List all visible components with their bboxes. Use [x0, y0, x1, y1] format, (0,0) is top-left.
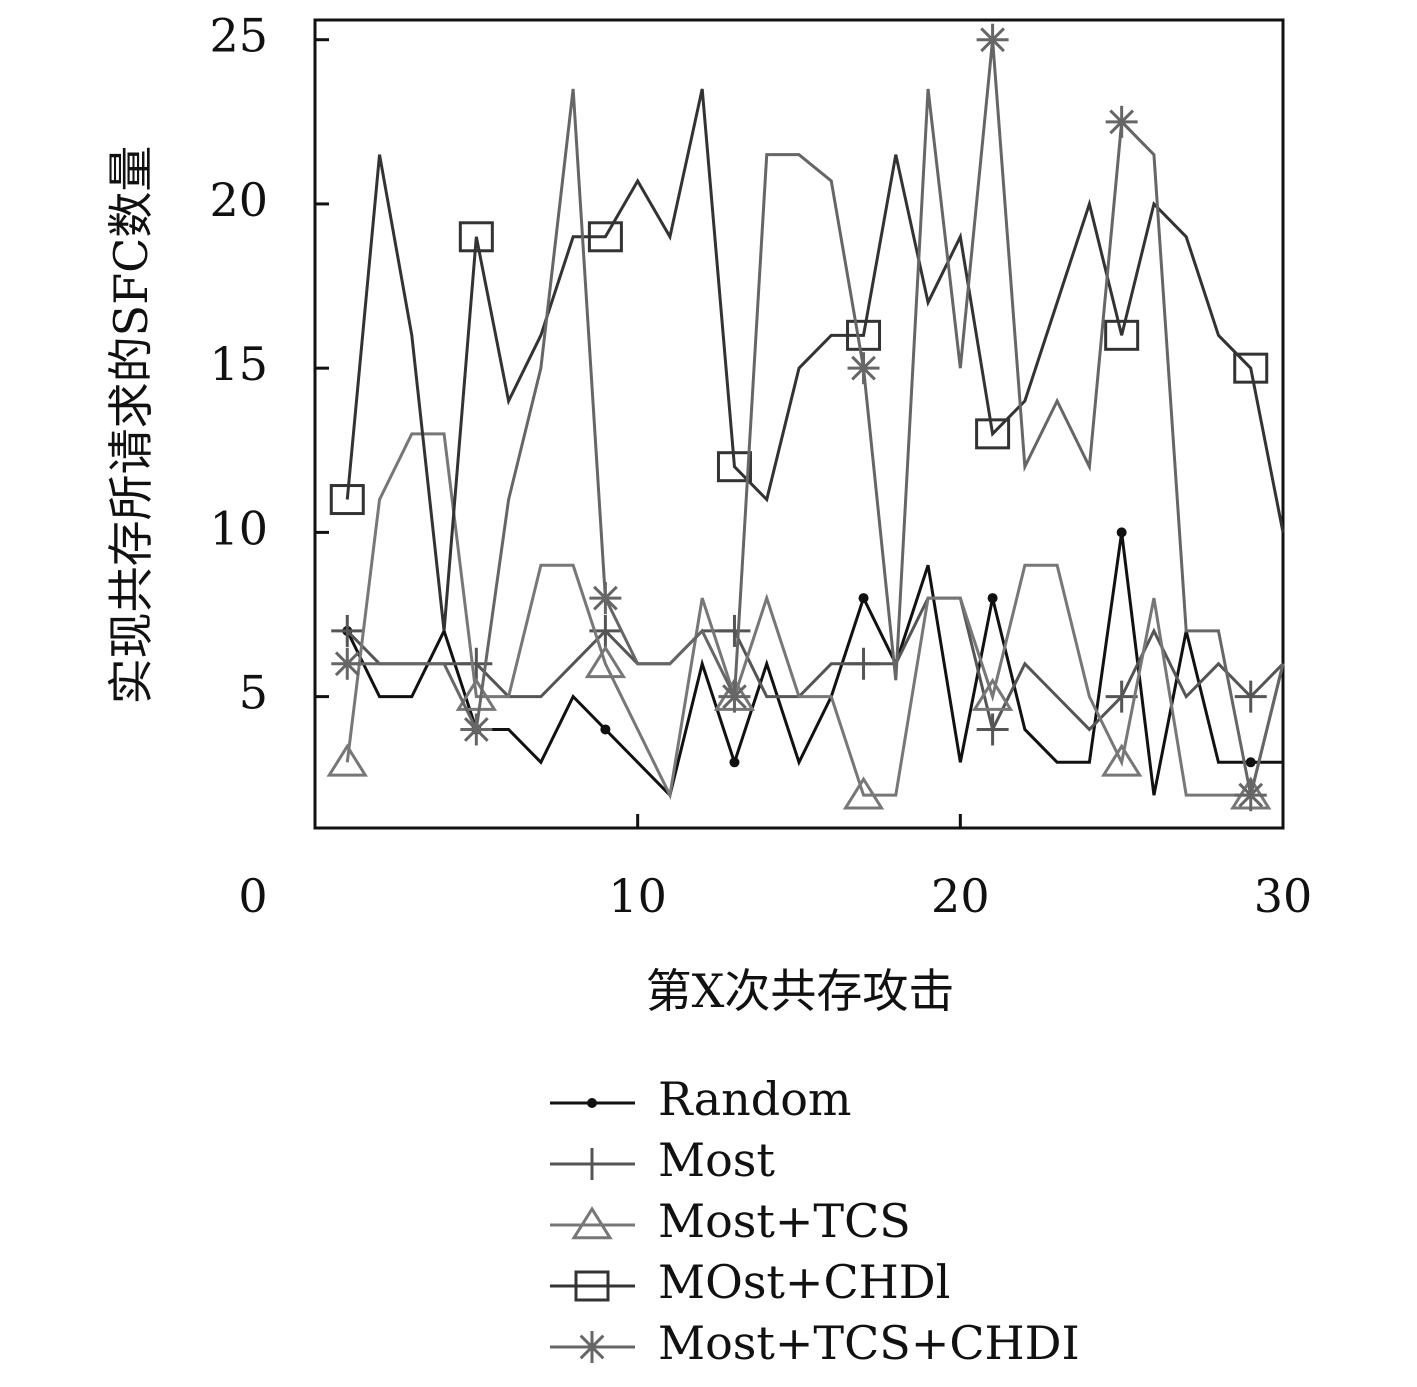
marker [847, 647, 880, 680]
series-line [345, 532, 1283, 799]
marker-part [579, 1334, 605, 1360]
marker [976, 713, 1009, 746]
plot-frame [313, 18, 1285, 830]
marker-triangle [455, 677, 498, 711]
y-tick-label: 20 [209, 173, 268, 227]
marker-triangle [584, 644, 627, 679]
legend-label: Most+TCS [658, 1194, 911, 1248]
marker [1105, 105, 1138, 138]
marker-square [587, 221, 623, 253]
marker-square [1104, 319, 1140, 351]
marker [1234, 680, 1267, 713]
marker [729, 757, 740, 768]
marker-triangle [971, 677, 1014, 711]
marker-square [716, 451, 752, 483]
y-axis-label: 实现共存所请求的SFC数量 [104, 146, 158, 705]
marker-part [722, 684, 747, 709]
legend-label: Most+TCS+CHDI [658, 1316, 1080, 1370]
legend-marker [576, 1331, 608, 1363]
x-tick-label: 30 [1254, 869, 1313, 923]
marker [976, 23, 1009, 56]
marker [455, 677, 498, 711]
legend-label: MOst+CHDl [658, 1255, 950, 1309]
marker-square [975, 418, 1011, 450]
marker-part [980, 27, 1005, 53]
marker [458, 221, 494, 253]
x-tick-label: 20 [931, 869, 990, 923]
marker [718, 614, 751, 647]
x-tick-label: 10 [608, 869, 667, 923]
marker-part [334, 651, 360, 677]
marker-square [846, 319, 882, 351]
marker-square [458, 221, 494, 253]
series-line [346, 596, 1285, 734]
y-tick-label: 15 [209, 337, 268, 391]
marker [842, 776, 885, 810]
marker [1100, 743, 1143, 777]
marker [331, 614, 364, 647]
y-tick-label: 5 [239, 666, 268, 720]
marker-dot [987, 593, 998, 604]
marker [1104, 319, 1140, 351]
marker-triangle [571, 1206, 613, 1240]
legend-marker [576, 1148, 608, 1180]
legend-marker [571, 1206, 613, 1240]
marker [718, 680, 751, 713]
marker-part [463, 717, 489, 742]
marker [1116, 527, 1127, 538]
marker [1105, 680, 1138, 713]
x-axis-label: 第X次共存攻击 [646, 964, 955, 1018]
marker-part [1238, 782, 1264, 808]
marker [716, 451, 752, 483]
marker [1233, 352, 1269, 384]
marker [975, 418, 1011, 450]
y-tick-label: 25 [209, 9, 268, 63]
marker-triangle [842, 776, 885, 810]
marker-dot [1116, 527, 1127, 538]
marker [847, 352, 880, 385]
legend-marker [574, 1270, 610, 1302]
marker [1234, 779, 1267, 812]
marker-dot [1245, 757, 1256, 768]
marker-triangle [1100, 743, 1143, 777]
marker-dot [729, 757, 740, 768]
marker-part [851, 355, 876, 381]
marker [587, 221, 623, 253]
marker-square [574, 1270, 610, 1302]
legend-label: Most [658, 1133, 775, 1187]
marker [1245, 757, 1256, 768]
marker [858, 593, 869, 604]
marker-square [1233, 352, 1269, 384]
legend-label: Random [658, 1072, 852, 1126]
x-tick-label: 0 [238, 869, 267, 923]
legend-marker [587, 1098, 597, 1108]
marker [846, 319, 882, 351]
marker [326, 743, 368, 777]
y-tick-label: 10 [209, 501, 268, 555]
marker [589, 582, 622, 615]
marker-dot [587, 1098, 597, 1108]
marker [460, 713, 493, 746]
marker [987, 593, 998, 604]
marker [971, 677, 1014, 711]
marker [331, 647, 364, 680]
marker [600, 724, 611, 735]
series-line [345, 88, 1285, 632]
marker-part [593, 585, 618, 611]
series-line [345, 432, 1285, 801]
marker-square [329, 484, 365, 516]
marker-dot [858, 593, 869, 604]
marker-part [1109, 109, 1135, 135]
marker-dot [600, 724, 611, 735]
marker [584, 644, 627, 679]
marker-triangle [326, 743, 368, 777]
marker [329, 484, 365, 516]
